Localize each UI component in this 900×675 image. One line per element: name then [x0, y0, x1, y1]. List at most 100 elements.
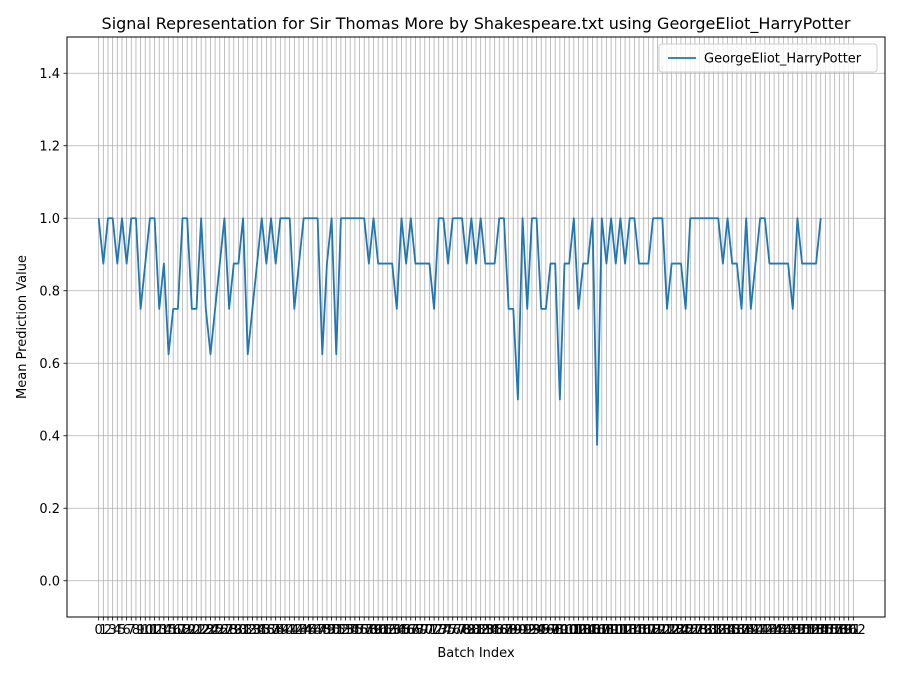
x-axis-ticks: 0123456789101112131415161718192021222324… — [95, 617, 866, 638]
y-tick-label: 0.0 — [39, 574, 60, 589]
x-tick-label: 30 — [230, 623, 247, 638]
x-tick-label: 98 — [547, 623, 564, 638]
x-tick-label: 116 — [627, 623, 652, 638]
x-tick-label: 105 — [575, 623, 600, 638]
x-tick-label: 62 — [379, 623, 396, 638]
y-axis-ticks: 0.0 0.2 0.4 0.6 0.8 1.0 1.2 1.4 — [39, 67, 67, 589]
x-tick-label: 40 — [277, 623, 294, 638]
x-tick-label: 136 — [720, 623, 745, 638]
x-tick-label: 29 — [225, 623, 242, 638]
x-tick-label: 56 — [351, 623, 368, 638]
x-tick-label: 87 — [496, 623, 513, 638]
x-tick-label: 89 — [505, 623, 522, 638]
legend: GeorgeEliot_HarryPotter — [658, 43, 878, 73]
x-tick-label: 65 — [393, 623, 410, 638]
x-tick-label: 152 — [794, 623, 819, 638]
x-tick-label: 162 — [841, 623, 866, 638]
x-tick-label: 44 — [295, 623, 312, 638]
x-tick-label: 93 — [524, 623, 541, 638]
x-tick-label: 113 — [613, 623, 638, 638]
x-tick-label: 28 — [221, 623, 238, 638]
x-tick-label: 22 — [193, 623, 210, 638]
x-tick-label: 128 — [683, 623, 708, 638]
x-tick-label: 122 — [655, 623, 680, 638]
x-tick-label: 131 — [697, 623, 722, 638]
x-tick-label: 146 — [766, 623, 791, 638]
x-tick-label: 104 — [571, 623, 596, 638]
y-tick-label: 0.2 — [39, 502, 60, 517]
x-tick-label: 158 — [822, 623, 847, 638]
x-tick-label: 160 — [832, 623, 857, 638]
x-tick-label: 115 — [622, 623, 647, 638]
x-tick-label: 154 — [804, 623, 829, 638]
x-tick-label: 121 — [650, 623, 675, 638]
y-tick-label: 0.4 — [39, 429, 60, 444]
x-tick-label: 70 — [416, 623, 433, 638]
x-tick-label: 94 — [528, 623, 545, 638]
x-tick-label: 67 — [403, 623, 420, 638]
x-tick-label: 132 — [701, 623, 726, 638]
x-tick-label: 83 — [477, 623, 494, 638]
x-tick-label: 134 — [710, 623, 735, 638]
x-tick-label: 12 — [146, 623, 163, 638]
x-tick-label: 85 — [486, 623, 503, 638]
x-tick-label: 16 — [165, 623, 182, 638]
y-tick-label: 0.6 — [39, 357, 60, 372]
x-tick-label: 153 — [799, 623, 824, 638]
x-tick-label: 39 — [272, 623, 289, 638]
x-tick-label: 74 — [435, 623, 452, 638]
x-tick-label: 125 — [669, 623, 694, 638]
x-tick-label: 119 — [641, 623, 666, 638]
x-tick-label: 151 — [790, 623, 815, 638]
x-tick-label: 144 — [757, 623, 782, 638]
x-tick-label: 95 — [533, 623, 550, 638]
y-axis-label: Mean Prediction Value — [15, 255, 30, 399]
x-tick-label: 63 — [384, 623, 401, 638]
x-tick-label: 43 — [291, 623, 308, 638]
x-tick-label: 71 — [421, 623, 438, 638]
x-tick-label: 82 — [472, 623, 489, 638]
x-tick-label: 54 — [342, 623, 359, 638]
x-tick-label: 33 — [244, 623, 261, 638]
x-tick-label: 79 — [458, 623, 475, 638]
y-tick-label: 1.0 — [39, 212, 60, 227]
x-tick-label: 145 — [762, 623, 787, 638]
x-tick-label: 96 — [538, 623, 555, 638]
x-tick-label: 103 — [566, 623, 591, 638]
x-tick-label: 139 — [734, 623, 759, 638]
x-tick-label: 78 — [454, 623, 471, 638]
y-tick-label: 0.8 — [39, 284, 60, 299]
x-tick-label: 73 — [430, 623, 447, 638]
x-tick-label: 69 — [412, 623, 429, 638]
x-tick-label: 129 — [687, 623, 712, 638]
chart-title: Signal Representation for Sir Thomas Mor… — [102, 14, 851, 34]
x-tick-label: 66 — [398, 623, 415, 638]
x-tick-label: 86 — [491, 623, 508, 638]
x-tick-label: 141 — [743, 623, 768, 638]
x-tick-label: 68 — [407, 623, 424, 638]
x-tick-label: 120 — [645, 623, 670, 638]
x-tick-label: 124 — [664, 623, 689, 638]
x-tick-label: 59 — [365, 623, 382, 638]
x-tick-label: 13 — [151, 623, 168, 638]
x-tick-label: 142 — [748, 623, 773, 638]
x-tick-label: 97 — [542, 623, 559, 638]
x-tick-label: 3 — [109, 623, 117, 638]
x-tick-label: 37 — [263, 623, 280, 638]
x-tick-label: 80 — [463, 623, 480, 638]
x-tick-label: 107 — [585, 623, 610, 638]
x-tick-label: 126 — [673, 623, 698, 638]
x-tick-label: 159 — [827, 623, 852, 638]
x-tick-label: 7 — [127, 623, 135, 638]
x-tick-label: 20 — [184, 623, 201, 638]
x-tick-label: 72 — [426, 623, 443, 638]
x-tick-label: 9 — [136, 623, 144, 638]
x-tick-label: 60 — [370, 623, 387, 638]
x-tick-label: 156 — [813, 623, 838, 638]
y-tick-label: 1.2 — [39, 139, 60, 154]
x-tick-label: 108 — [589, 623, 614, 638]
x-tick-label: 47 — [309, 623, 326, 638]
x-tick-label: 100 — [552, 623, 577, 638]
x-tick-label: 137 — [724, 623, 749, 638]
x-tick-label: 101 — [557, 623, 582, 638]
